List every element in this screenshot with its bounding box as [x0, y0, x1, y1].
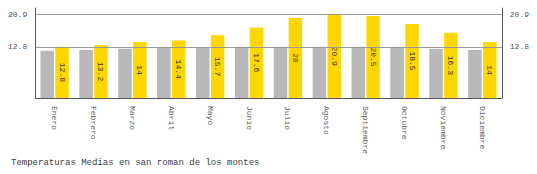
- svg-text:Marzo: Marzo: [128, 106, 137, 130]
- svg-text:13.2: 13.2: [96, 62, 105, 81]
- svg-text:15.7: 15.7: [213, 57, 222, 76]
- svg-text:Temperaturas Medias en san rom: Temperaturas Medias en san roman de los …: [11, 158, 259, 168]
- svg-text:12.8: 12.8: [8, 42, 27, 51]
- svg-text:Octubre: Octubre: [400, 106, 409, 140]
- svg-text:Agosto: Agosto: [322, 106, 331, 135]
- svg-text:16.3: 16.3: [446, 56, 455, 75]
- svg-text:Abril: Abril: [167, 106, 176, 130]
- svg-text:Febrero: Febrero: [89, 106, 98, 140]
- svg-text:Enero: Enero: [50, 106, 59, 130]
- svg-text:20.9: 20.9: [330, 47, 339, 66]
- svg-text:Mayo: Mayo: [206, 106, 215, 125]
- svg-text:20.5: 20.5: [369, 47, 378, 66]
- svg-text:18.5: 18.5: [408, 51, 417, 70]
- svg-text:17.6: 17.6: [252, 53, 261, 72]
- svg-text:Julio: Julio: [283, 106, 292, 130]
- svg-text:Junio: Junio: [245, 106, 254, 130]
- svg-text:12.8: 12.8: [58, 63, 67, 82]
- svg-text:14.4: 14.4: [174, 60, 183, 79]
- svg-text:Septiembre: Septiembre: [361, 106, 370, 154]
- svg-text:20.9: 20.9: [510, 10, 529, 19]
- svg-text:12.8: 12.8: [510, 42, 529, 51]
- svg-text:14: 14: [135, 65, 144, 75]
- svg-text:20.9: 20.9: [8, 10, 27, 19]
- svg-text:Noviembre: Noviembre: [439, 106, 448, 149]
- svg-text:Diciembre: Diciembre: [478, 106, 487, 149]
- svg-text:14: 14: [485, 65, 494, 75]
- svg-text:20: 20: [291, 53, 300, 63]
